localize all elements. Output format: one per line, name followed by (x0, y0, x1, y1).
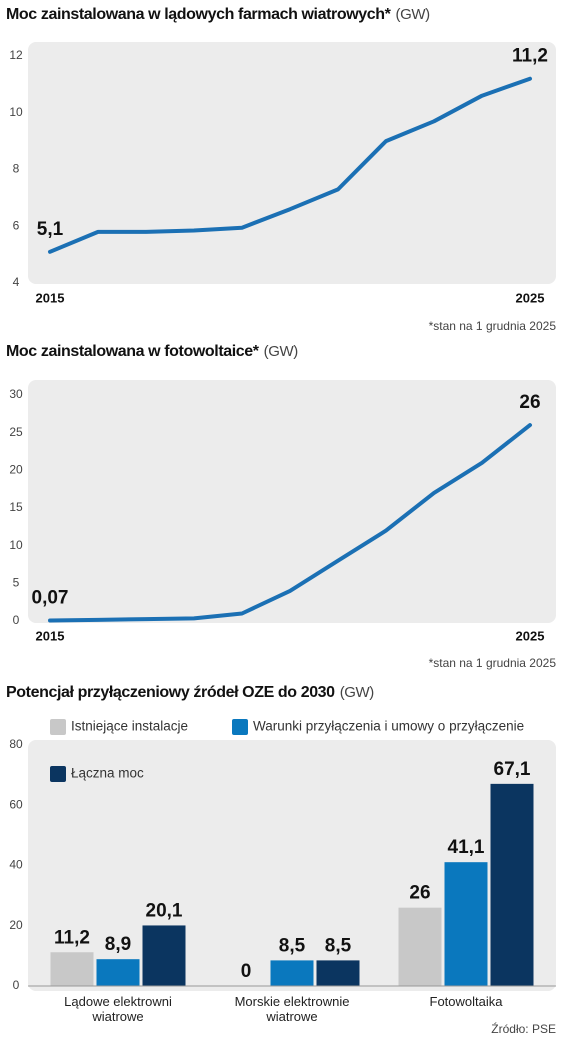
x-tick-label: 2025 (516, 290, 545, 305)
y-tick-label: 20 (9, 918, 23, 932)
bar (398, 907, 442, 986)
data-label: 26 (519, 392, 540, 413)
footnote: *stan na 1 grudnia 2025 (429, 656, 557, 670)
title-unit: (GW) (395, 6, 430, 23)
data-label: 0 (241, 961, 252, 982)
y-tick-label: 30 (9, 387, 23, 401)
title-text: Potencjał przyłączeniowy źródeł OZE do 2… (6, 684, 335, 701)
data-label: 0,07 (32, 587, 69, 608)
footnote: *stan na 1 grudnia 2025 (429, 319, 557, 333)
y-tick-label: 12 (9, 48, 23, 62)
data-label: 11,2 (54, 927, 90, 948)
category-label-box: Fotowoltaika (429, 994, 503, 1009)
data-label: 26 (409, 883, 430, 904)
legend-label: Łączna moc (71, 766, 144, 781)
data-label: 20,1 (146, 900, 183, 921)
category-label: Morskie elektrownie wiatrowe (234, 994, 350, 1024)
data-label: 8,9 (105, 934, 131, 955)
legend-swatch (50, 766, 66, 782)
bar (96, 959, 140, 986)
data-label: 8,5 (279, 935, 306, 956)
chart-title: Moc zainstalowana w fotowoltaice* (GW) (6, 343, 298, 360)
title-text: Moc zainstalowana w lądowych farmach wia… (6, 6, 392, 23)
data-label: 11,2 (512, 46, 548, 67)
category-label-box: Morskie elektrownie wiatrowe (234, 994, 350, 1024)
chart-title: Potencjał przyłączeniowy źródeł OZE do 2… (6, 684, 374, 701)
y-tick-label: 80 (9, 737, 23, 751)
legend-swatch (232, 719, 248, 735)
y-tick-label: 5 (13, 576, 20, 590)
category-label: Fotowoltaika (429, 994, 503, 1009)
category-label-box: Lądowe elektrowni wiatrowe (64, 994, 172, 1024)
data-label: 5,1 (37, 219, 64, 240)
plot-background (28, 380, 556, 623)
data-label: 41,1 (448, 837, 485, 858)
bar (50, 952, 94, 986)
bar (316, 960, 360, 986)
title-unit: (GW) (340, 684, 375, 701)
y-tick-label: 10 (9, 538, 23, 552)
bar (490, 783, 534, 986)
y-tick-label: 15 (9, 500, 23, 514)
y-tick-label: 0 (13, 978, 20, 992)
y-tick-label: 8 (13, 162, 20, 176)
legend-label: Warunki przyłączenia i umowy o przyłącze… (253, 719, 524, 734)
data-line (48, 76, 532, 254)
y-tick-label: 6 (13, 218, 20, 232)
category-label: Lądowe elektrowni wiatrowe (64, 994, 172, 1024)
y-tick-label: 4 (13, 275, 20, 289)
y-tick-label: 10 (9, 105, 23, 119)
y-tick-label: 40 (9, 858, 23, 872)
x-tick-label: 2015 (36, 290, 65, 305)
bar (270, 960, 314, 986)
y-tick-label: 0 (13, 613, 20, 627)
y-tick-label: 25 (9, 425, 23, 439)
y-tick-label: 60 (9, 797, 23, 811)
x-tick-label: 2015 (36, 628, 65, 643)
data-label: 8,5 (325, 935, 352, 956)
data-line (48, 423, 532, 623)
title-text: Moc zainstalowana w fotowoltaice* (6, 343, 260, 360)
source: Źródło: PSE (491, 1021, 556, 1036)
title-unit: (GW) (264, 343, 299, 360)
bar (142, 925, 186, 986)
bar (444, 862, 488, 986)
chart-title: Moc zainstalowana w lądowych farmach wia… (6, 6, 430, 23)
plot-background (28, 42, 556, 284)
legend-swatch (50, 719, 66, 735)
y-tick-label: 20 (9, 463, 23, 477)
data-label: 67,1 (494, 759, 531, 780)
x-tick-label: 2025 (516, 628, 545, 643)
legend-label: Istniejące instalacje (71, 719, 188, 734)
